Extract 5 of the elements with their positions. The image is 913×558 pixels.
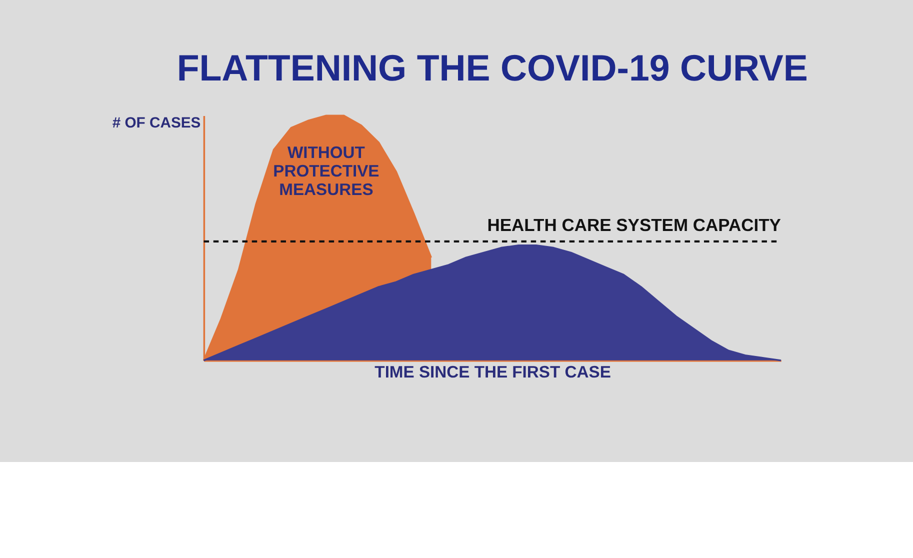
ref-line-label: HEALTH CARE SYSTEM CAPACITY (487, 214, 782, 235)
y-axis-title: # OF CASES (112, 115, 201, 132)
x-axis-title: TIME SINCE THE FIRST CASE (374, 362, 611, 382)
chart-title: FLATTENING THE COVID-19 CURVE (176, 48, 808, 89)
series-label: WITHOUT PROTECTIVE MEASURES (273, 143, 380, 199)
